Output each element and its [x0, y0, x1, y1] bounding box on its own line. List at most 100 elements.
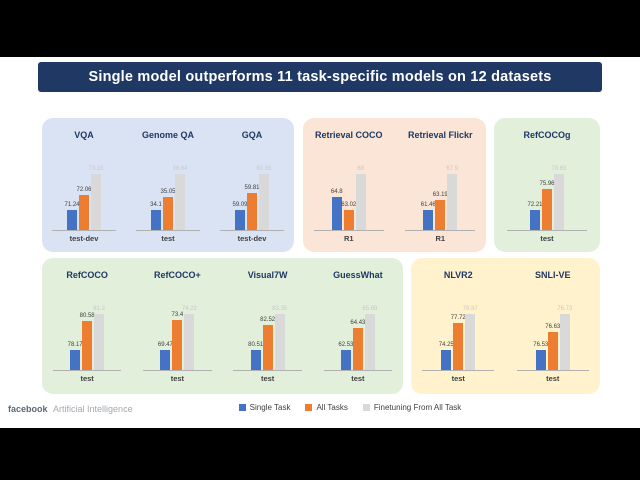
- x-axis-label: test: [451, 374, 465, 383]
- bar-value-label: 68: [357, 166, 365, 172]
- chart-title: Retrieval Flickr: [407, 130, 473, 140]
- x-axis-label: test: [540, 234, 554, 243]
- bar-all-tasks: 76.63: [545, 324, 560, 370]
- axis-baseline: [220, 230, 284, 231]
- bar: [465, 314, 476, 370]
- bar: [343, 210, 354, 230]
- bar: [542, 189, 552, 230]
- legend-swatch: [305, 404, 313, 411]
- bar-all-tasks: 73.4: [172, 312, 183, 370]
- bar: [559, 314, 570, 370]
- bar-single-task: 71.24: [64, 202, 80, 230]
- bar: [163, 196, 173, 230]
- title-banner: Single model outperforms 11 task-specifi…: [38, 62, 602, 92]
- bar-cluster: 69.47 73.4 74.22: [158, 286, 197, 370]
- bar-value-label: 83.35: [272, 306, 288, 312]
- bar: [435, 200, 446, 230]
- bar: [447, 174, 458, 230]
- bar-finetuning-from-all-task: 78.87: [463, 306, 478, 370]
- bar-finetuning-from-all-task: 65.69: [362, 306, 377, 370]
- refcocog-panel: RefCOCOg 72.21 75.96 78.63 test: [494, 118, 600, 252]
- bar: [535, 350, 546, 370]
- legend-item: All Tasks: [305, 403, 348, 412]
- chart-group: Retrieval COCO 64.8 63.02 68 R1: [303, 118, 395, 252]
- bar-value-label: 73.4: [171, 312, 184, 319]
- bar-value-label: 67.9: [446, 166, 459, 172]
- bar-cluster: 34.1 35.05 36.64: [150, 146, 188, 230]
- bar: [259, 174, 269, 230]
- x-axis-label: R1: [343, 234, 354, 243]
- bar: [250, 350, 261, 370]
- retrieval-datasets-panel: Retrieval COCO 64.8 63.02 68 R1 Retrieval Fli…: [303, 118, 486, 252]
- bar-all-tasks: 63.19: [433, 192, 448, 230]
- bar-cluster: 64.8 63.02 68: [331, 146, 366, 230]
- chart-title: Retrieval COCO: [314, 130, 383, 140]
- bar: [364, 314, 375, 370]
- bar: [441, 350, 452, 370]
- bar: [352, 328, 363, 370]
- reasoning-datasets-panel: NLVR2 74.25 77.72 78.87 test SNLI-VE 76.53 76.6…: [411, 258, 600, 394]
- bar-single-task: 74.25: [439, 342, 454, 370]
- chart-title: Genome QA: [141, 130, 194, 140]
- chart-title: GuessWhat: [333, 270, 383, 280]
- axis-baseline: [323, 370, 393, 371]
- bar-value-label: 74.25: [438, 342, 454, 348]
- bar-value-label: 78.87: [462, 306, 478, 312]
- bar-value-label: 78.17: [67, 342, 83, 348]
- bar-value-label: 65.69: [362, 306, 378, 312]
- bar-single-task: 61.46: [421, 202, 436, 230]
- axis-baseline: [516, 370, 589, 371]
- bar-cluster: 61.46 63.19 67.9: [421, 146, 458, 230]
- bar: [175, 174, 185, 230]
- bar: [91, 174, 101, 230]
- bar-value-label: 59.09: [232, 202, 248, 208]
- chart-group: GQA 59.09 59.81 60.65 test-dev: [210, 118, 294, 252]
- bar-value-label: 64.43: [350, 320, 366, 327]
- axis-baseline: [405, 230, 476, 231]
- x-axis-label: test-dev: [237, 234, 267, 243]
- bar-all-tasks: 59.81: [244, 185, 260, 230]
- brand-footer: facebook Artificial Intelligence: [8, 404, 133, 414]
- footer-org-label: Artificial Intelligence: [53, 404, 133, 414]
- bar-value-label: 81.2: [93, 306, 105, 312]
- bar-single-task: 64.8: [331, 189, 343, 230]
- x-axis-label: test-dev: [69, 234, 99, 243]
- chart-title: GQA: [241, 130, 263, 140]
- axis-baseline: [136, 230, 200, 231]
- bar-all-tasks: 82.52: [260, 317, 275, 370]
- bar-all-tasks: 64.43: [350, 320, 365, 370]
- bar: [79, 194, 89, 230]
- bar: [82, 321, 93, 370]
- bar-value-label: 72.21: [527, 202, 543, 208]
- bar-finetuning-from-all-task: 76.73: [557, 306, 572, 370]
- bar-finetuning-from-all-task: 73.15: [88, 166, 104, 230]
- grounding-datasets-panel: RefCOCO 78.17 80.58 81.2 test RefCOCO+ 69.47 73…: [42, 258, 403, 394]
- bar-value-label: 75.96: [539, 181, 555, 187]
- bar-cluster: 80.51 82.52 83.35: [248, 286, 288, 370]
- bar-value-label: 60.65: [256, 166, 272, 172]
- bar-all-tasks: 77.72: [451, 315, 466, 370]
- bar: [331, 197, 342, 230]
- axis-baseline: [233, 370, 302, 371]
- chart-title: NLVR2: [443, 270, 473, 280]
- chart-title: RefCOCO: [66, 270, 108, 280]
- bar: [453, 323, 464, 370]
- bar-finetuning-from-all-task: 67.9: [446, 166, 458, 230]
- bar-single-task: 80.51: [248, 342, 263, 370]
- chart-title: VQA: [74, 130, 94, 140]
- bar-value-label: 63.02: [341, 202, 357, 208]
- chart-title: SNLI-VE: [534, 270, 571, 280]
- bar: [340, 350, 351, 370]
- x-axis-label: test: [351, 374, 365, 383]
- legend-label: Finetuning From All Task: [373, 403, 462, 412]
- x-axis-label: R1: [435, 234, 446, 243]
- bar-cluster: 74.25 77.72 78.87: [439, 286, 478, 370]
- chart-group: Genome QA 34.1 35.05 36.64 test: [126, 118, 210, 252]
- slide-title: Single model outperforms 11 task-specifi…: [88, 69, 552, 85]
- legend-label: All Tasks: [316, 403, 348, 412]
- legend: Single Task All Tasks Finetuning From All …: [60, 403, 640, 412]
- bar: [274, 314, 285, 370]
- bar-single-task: 62.53: [338, 342, 353, 370]
- bar-cluster: 76.53 76.63 76.73: [533, 286, 572, 370]
- bar-single-task: 59.09: [232, 202, 248, 230]
